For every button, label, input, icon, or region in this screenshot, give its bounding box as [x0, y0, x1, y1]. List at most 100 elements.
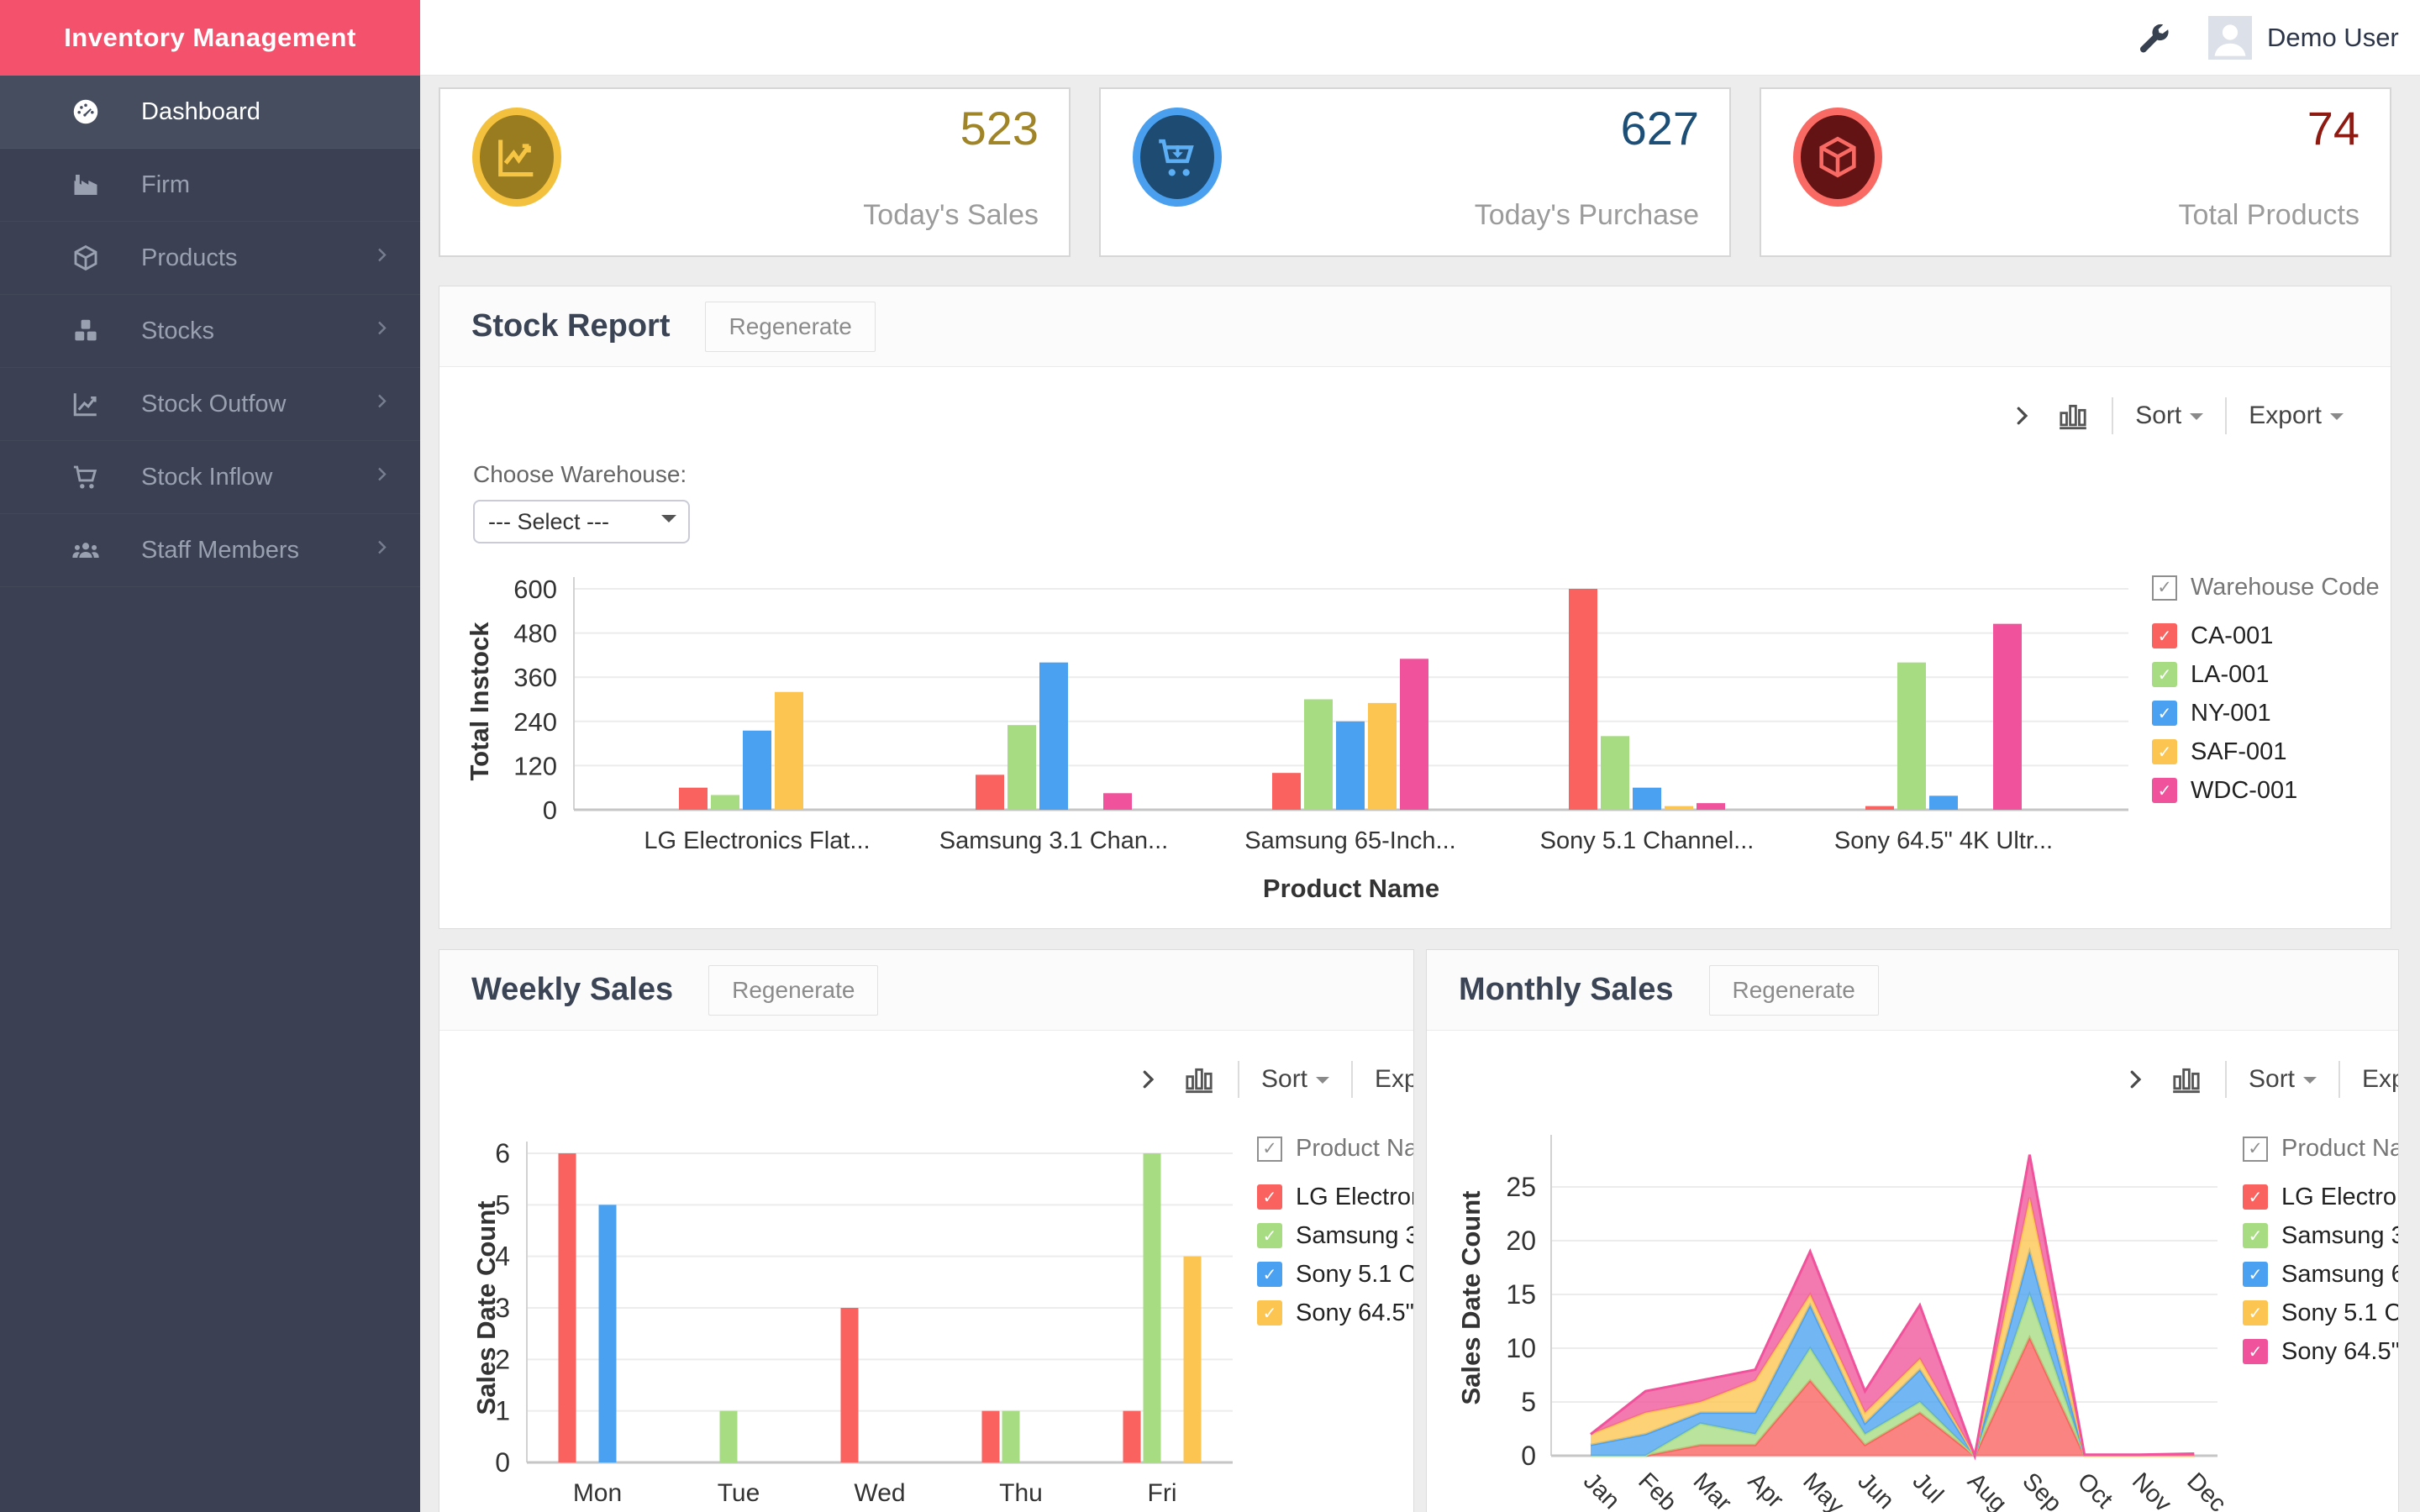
checkbox-checked-icon[interactable]: ✓	[1257, 1184, 1282, 1210]
legend-title[interactable]: ✓ Warehouse Code	[2152, 574, 2380, 601]
legend-item-sony-64.5-[interactable]: ✓ Sony 64.5"	[2243, 1338, 2398, 1365]
checkbox-checked-icon[interactable]: ✓	[1257, 1136, 1282, 1162]
weekly-toolbar: Sort Export	[1135, 1061, 1413, 1098]
sidebar-item-staff-members[interactable]: Staff Members	[0, 514, 420, 587]
y-tick-label: 600	[513, 577, 557, 604]
legend-item-lg-electron[interactable]: ✓ LG Electron	[2243, 1184, 2398, 1210]
legend-item-sony-5.1-cl[interactable]: ✓ Sony 5.1 Cl	[2243, 1299, 2398, 1326]
stock-chart: 0 120 240 360 480 600 LG Electronics Flat... Sa…	[439, 575, 2391, 928]
legend-item-wdc-001[interactable]: ✓ WDC-001	[2152, 777, 2380, 804]
checkbox-checked-icon[interactable]: ✓	[1257, 1300, 1282, 1326]
sidebar-item-stock-inflow[interactable]: Stock Inflow	[0, 441, 420, 514]
bar-WDC-001	[1697, 803, 1725, 810]
sidebar-item-label: Dashboard	[141, 97, 260, 125]
sidebar-item-products[interactable]: Products	[0, 222, 420, 295]
checkbox-checked-icon[interactable]: ✓	[1257, 1223, 1282, 1248]
stock-regenerate-button[interactable]: Regenerate	[705, 301, 876, 352]
y-tick-label: 4	[495, 1242, 510, 1272]
legend-item-lg-electron[interactable]: ✓ LG Electron	[1257, 1184, 1413, 1210]
bar-WDC-001	[1103, 793, 1132, 810]
weekly-bar-svg: 0 1 2 3 4 5 6 Mon Tue Wed Thu Fri	[495, 1138, 1233, 1507]
caret-down-icon	[2303, 1076, 2317, 1090]
chart-type-icon[interactable]	[2056, 399, 2090, 433]
legend-item-sony-64.5-[interactable]: ✓ Sony 64.5"	[1257, 1299, 1413, 1326]
y-tick-label: 5	[1521, 1387, 1536, 1417]
sort-button[interactable]: Sort	[2135, 402, 2204, 430]
sidebar-item-stock-outfow[interactable]: Stock Outfow	[0, 368, 420, 441]
legend-item-samsung-6[interactable]: ✓ Samsung 6	[2243, 1261, 2398, 1288]
sidebar-item-firm[interactable]: Firm	[0, 149, 420, 222]
checkbox-checked-icon[interactable]: ✓	[1257, 1262, 1282, 1287]
legend-item-ny-001[interactable]: ✓ NY-001	[2152, 700, 2380, 727]
sort-button[interactable]: Sort	[2249, 1065, 2317, 1094]
area-top-Sony 64.5"	[1590, 1154, 2195, 1461]
checkbox-checked-icon[interactable]: ✓	[2243, 1300, 2268, 1326]
checkbox-checked-icon[interactable]: ✓	[2152, 623, 2177, 648]
bar-LG Electron	[981, 1410, 1000, 1462]
y-tick-label: 1	[495, 1396, 510, 1426]
export-button[interactable]: Export	[1375, 1065, 1413, 1094]
legend-item-label: LA-001	[2191, 660, 2270, 688]
weekly-regenerate-button[interactable]: Regenerate	[708, 964, 879, 1016]
x-category-label: Sony 5.1 Channel...	[1540, 827, 1754, 854]
chart-type-icon[interactable]	[1182, 1063, 1216, 1096]
legend-item-label: Samsung 3	[2281, 1221, 2398, 1249]
user-menu[interactable]: Demo User	[2208, 0, 2399, 76]
legend-title[interactable]: ✓ Product Na	[1257, 1135, 1413, 1163]
checkbox-checked-icon[interactable]: ✓	[2243, 1262, 2268, 1287]
checkbox-checked-icon[interactable]: ✓	[2243, 1184, 2268, 1210]
legend-title[interactable]: ✓ Product Na	[2243, 1135, 2398, 1163]
bar-LA-001	[1601, 736, 1629, 810]
area-band-Sony 5.1 Cl	[1591, 1197, 2195, 1456]
sidebar-item-label: Staff Members	[141, 536, 300, 564]
legend-item-sony-5.1-cl[interactable]: ✓ Sony 5.1 Cl	[1257, 1261, 1413, 1288]
chart-type-icon[interactable]	[2170, 1063, 2203, 1096]
expand-chevron-icon[interactable]	[1135, 1067, 1160, 1092]
bar-Samsung 3	[719, 1410, 738, 1462]
legend-item-la-001[interactable]: ✓ LA-001	[2152, 660, 2380, 688]
expand-chevron-icon[interactable]	[2123, 1067, 2148, 1092]
checkbox-checked-icon[interactable]: ✓	[2152, 662, 2177, 687]
warehouse-select[interactable]: --- Select ---	[473, 500, 690, 543]
sidebar-item-dashboard[interactable]: Dashboard	[0, 76, 420, 149]
y-tick-label: 6	[495, 1138, 510, 1168]
bar-WDC-001	[1993, 623, 2022, 810]
checkbox-checked-icon[interactable]: ✓	[2152, 739, 2177, 764]
y-tick-label: 120	[513, 751, 557, 780]
avatar	[2208, 16, 2252, 60]
x-month-label: Mar	[1688, 1467, 1737, 1512]
wrench-icon[interactable]	[2134, 20, 2171, 57]
stock-bar-svg: 0 120 240 360 480 600 LG Electronics Flat... Sa…	[513, 575, 2128, 903]
checkbox-checked-icon[interactable]: ✓	[2152, 701, 2177, 726]
legend-item-saf-001[interactable]: ✓ SAF-001	[2152, 738, 2380, 765]
x-month-label: Dec	[2181, 1467, 2231, 1512]
x-category-label: Fri	[1148, 1479, 1177, 1507]
checkbox-checked-icon[interactable]: ✓	[2243, 1136, 2268, 1162]
x-category-label: Thu	[999, 1479, 1043, 1507]
y-tick-label: 0	[495, 1447, 510, 1478]
bar-LA-001	[1897, 662, 1926, 810]
monthly-chart: 0 5 10 15 20 25 Jan Feb Mar Apr May Jun Jul Aug Sep Oct…	[1427, 1101, 2398, 1512]
legend-item-ca-001[interactable]: ✓ CA-001	[2152, 622, 2380, 649]
legend-item-samsung-3[interactable]: ✓ Samsung 3	[1257, 1222, 1413, 1249]
export-button[interactable]: Export	[2362, 1065, 2398, 1093]
checkbox-checked-icon[interactable]: ✓	[2243, 1339, 2268, 1364]
sidebar-item-stocks[interactable]: Stocks	[0, 295, 420, 368]
sort-button[interactable]: Sort	[1261, 1065, 1330, 1094]
stock-report-header: Stock Report Regenerate	[439, 286, 2391, 367]
legend-item-samsung-3[interactable]: ✓ Samsung 3	[2243, 1221, 2398, 1249]
stat-card-label: Today's Sales	[863, 199, 1039, 231]
checkbox-checked-icon[interactable]: ✓	[2152, 778, 2177, 803]
monthly-regenerate-button[interactable]: Regenerate	[1708, 964, 1879, 1016]
area-band-LG Electron	[1591, 1337, 2195, 1456]
bar-LG Electron	[1123, 1410, 1141, 1462]
caret-down-icon	[2190, 412, 2204, 427]
checkbox-checked-icon[interactable]: ✓	[2243, 1223, 2268, 1248]
cube-icon	[1793, 108, 1882, 207]
expand-chevron-icon[interactable]	[2009, 403, 2034, 428]
bar-Sony 5.1 Cl	[598, 1205, 617, 1462]
export-button[interactable]: Export	[2249, 402, 2344, 430]
checkbox-checked-icon[interactable]: ✓	[2152, 575, 2177, 601]
toolbar-divider	[1351, 1061, 1354, 1098]
